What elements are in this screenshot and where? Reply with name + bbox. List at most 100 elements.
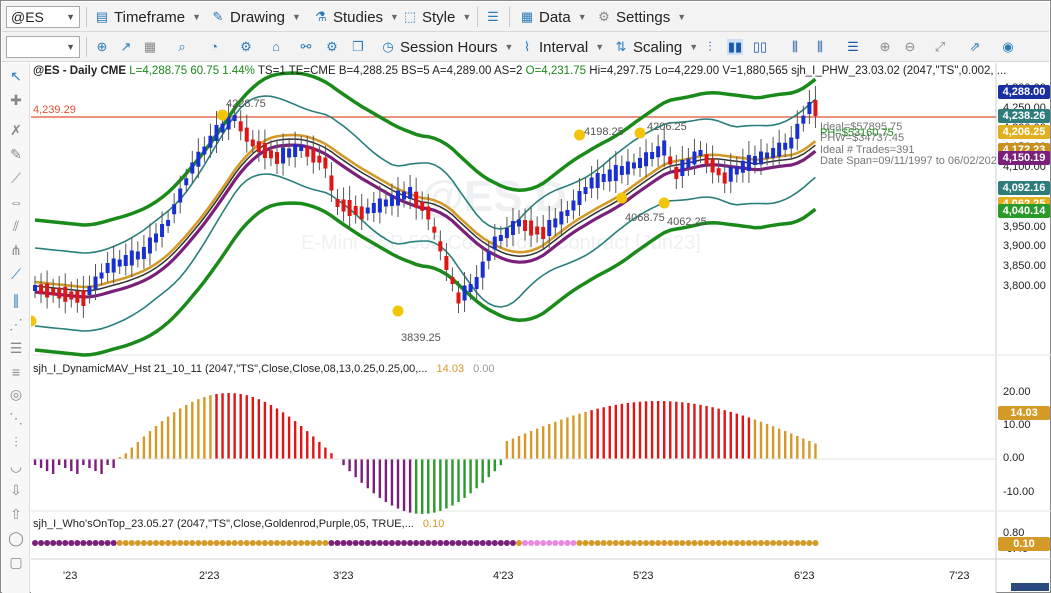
crosshair-icon[interactable]: ✚: [10, 92, 22, 108]
histogram-bar: [814, 443, 817, 459]
chevron-down-icon[interactable]: ▼: [66, 42, 75, 52]
whos-on-top-dot: [128, 540, 135, 546]
settings2-button[interactable]: ⚙: [324, 36, 340, 58]
whos-on-top-dot: [146, 540, 153, 546]
fan-icon[interactable]: ⋰: [9, 316, 23, 332]
drawing-button[interactable]: ✎ Drawing ▼: [210, 6, 301, 28]
indicator-button[interactable]: ⌂: [268, 36, 284, 58]
candle-body: [813, 100, 818, 116]
low-value: Lo=4,229.00: [654, 65, 720, 77]
histogram-bar: [638, 401, 642, 459]
histogram-bar: [554, 421, 557, 459]
histogram-bar: [166, 416, 170, 459]
histogram-bar: [735, 413, 738, 459]
vertical-lines-icon[interactable]: ∥: [12, 292, 20, 308]
candle-body: [105, 263, 110, 273]
candlestick-button[interactable]: ▮▮: [727, 36, 743, 58]
horizontal-lines-icon[interactable]: ☰: [9, 340, 23, 356]
timeframe-button[interactable]: ▤ Timeframe ▼: [94, 6, 201, 28]
candle-body: [111, 258, 116, 273]
wrench-icon[interactable]: ✗: [10, 122, 22, 138]
whos-on-top-dot: [516, 540, 522, 546]
symbol-input[interactable]: @ES ▼: [6, 6, 80, 28]
fit-button[interactable]: ⤢: [932, 36, 948, 58]
histogram-bar: [560, 419, 563, 459]
timeframe-label: Timeframe: [114, 8, 186, 26]
candle-body: [178, 188, 183, 203]
candle-body: [486, 251, 491, 261]
histogram-bar: [76, 459, 79, 474]
rectangle-icon[interactable]: ▢: [9, 554, 23, 570]
search-button[interactable]: ⌕: [174, 36, 190, 58]
swing-dot: [31, 315, 37, 327]
whos-on-top-dot: [764, 540, 771, 546]
candle-body: [75, 290, 80, 303]
pen-icon[interactable]: ✎: [10, 146, 22, 162]
histogram-bar: [39, 459, 43, 468]
pointer-icon[interactable]: ↖: [10, 68, 22, 84]
swing-dot: [392, 305, 404, 317]
cursor-button[interactable]: ⊕: [94, 36, 110, 58]
candle-body: [589, 177, 594, 189]
session-hours-button[interactable]: ◷ Session Hours ▼: [380, 36, 513, 58]
eye-button[interactable]: ◉: [1000, 36, 1016, 58]
grid-button[interactable]: ▦: [142, 36, 158, 58]
chevron-down-icon[interactable]: ▼: [66, 12, 75, 22]
whos-on-top-dot: [195, 540, 202, 546]
whos-on-top-dot: [667, 540, 674, 546]
style-button[interactable]: ⬚ Style ▼: [402, 6, 471, 28]
bars-icon[interactable]: ⫶: [14, 434, 18, 450]
window-button[interactable]: ❐: [350, 36, 366, 58]
whos-on-top-dot: [231, 540, 238, 546]
histogram-bar: [118, 457, 121, 459]
arrow-down-icon[interactable]: ⇩: [10, 482, 22, 498]
arrow-up-icon[interactable]: ⇧: [10, 506, 22, 522]
zoom-out-button[interactable]: ⊖: [902, 36, 918, 58]
chart-area[interactable]: @ES.D E-Mini S&P 500 Continuous Contract…: [31, 63, 1051, 593]
candle-body: [377, 198, 382, 213]
arrows-icon[interactable]: ⇔: [9, 194, 23, 210]
heikin-button[interactable]: ⫼: [812, 36, 828, 58]
stats-panel: Ideal=$57895.75 PH=$53160.75 PHW=$34737.…: [820, 121, 996, 167]
style-selector[interactable]: ▼: [6, 36, 80, 58]
analysis-button[interactable]: ⚙: [238, 36, 254, 58]
ruler-icon[interactable]: ⟋: [11, 170, 21, 186]
link-button[interactable]: ⚯: [298, 36, 314, 58]
hollow-candle-icon: ▯▯: [752, 39, 768, 54]
add-chart-button[interactable]: ⇗: [967, 36, 983, 58]
arc-icon[interactable]: ◡: [9, 458, 23, 474]
candle-body: [262, 143, 267, 158]
barchart-button[interactable]: ⫶: [702, 36, 718, 58]
ellipse-icon[interactable]: ◯: [8, 530, 24, 546]
studies-icon: ⚗: [315, 9, 327, 24]
data-button[interactable]: ▦ Data ▼: [519, 6, 587, 28]
whos-on-top-dot: [32, 540, 38, 546]
spiral-icon[interactable]: ◎: [9, 386, 23, 402]
fib-fan-icon[interactable]: ⋱: [9, 410, 23, 426]
layout-button[interactable]: ☰: [485, 6, 501, 28]
scaling-button[interactable]: ⇅ Scaling ▼: [613, 36, 699, 58]
interval-button[interactable]: ⌇ Interval ▼: [519, 36, 604, 58]
fib-icon[interactable]: ≡: [11, 364, 21, 380]
pitchfork-icon[interactable]: ⋔: [10, 242, 22, 258]
speed-button[interactable]: ◔: [206, 36, 222, 58]
eye-icon: ◉: [1002, 39, 1014, 54]
hollow-candle-button[interactable]: ▯▯: [752, 36, 768, 58]
zoom-in-button[interactable]: ⊕: [877, 36, 893, 58]
divider: [509, 7, 510, 27]
histogram-bar: [275, 408, 279, 459]
trendline-icon[interactable]: ⟋: [11, 266, 21, 282]
candle-body: [220, 123, 225, 133]
channel-icon[interactable]: ⫽: [12, 218, 20, 234]
candle-body: [595, 173, 600, 188]
volume-candle-button[interactable]: ⫼: [787, 36, 803, 58]
horizontal-scrollbar[interactable]: [1011, 583, 1049, 591]
candle-body: [644, 152, 649, 167]
studies-button[interactable]: ⚗ Studies ▼: [313, 6, 399, 28]
layout2-button[interactable]: ☰: [845, 36, 861, 58]
trendline-button[interactable]: ↗: [118, 36, 134, 58]
indicator-icon: ⌂: [272, 39, 280, 54]
histogram-bar: [693, 403, 696, 459]
whos-on-top-dot: [491, 540, 498, 546]
settings-button[interactable]: ⚙ Settings ▼: [596, 6, 686, 28]
